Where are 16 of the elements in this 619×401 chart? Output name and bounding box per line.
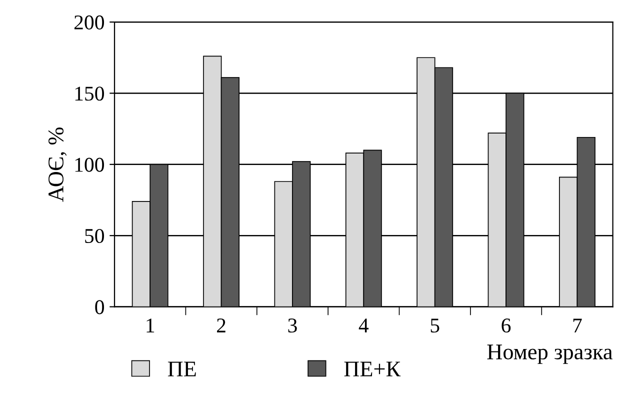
x-tick-label: 7 — [573, 318, 582, 332]
x-tick-label: 4 — [358, 318, 369, 332]
y-axis-title: АОЄ, % — [48, 128, 67, 202]
y-tick-label: 150 — [75, 86, 104, 101]
legend-label: ПЕ — [168, 362, 196, 376]
y-tick-label: 50 — [85, 228, 104, 244]
y-tick-label: 100 — [75, 158, 104, 172]
y-tick-label: 0 — [95, 300, 104, 314]
x-tick-label: 3 — [288, 318, 297, 333]
y-tick-label: 200 — [74, 15, 104, 30]
legend-label: ПЕ+К — [344, 362, 401, 376]
x-tick-label: 2 — [217, 318, 226, 332]
x-tick-label: 5 — [430, 318, 440, 333]
x-axis-title: Номер зразка — [487, 344, 613, 364]
x-tick-label: 1 — [146, 318, 154, 332]
x-tick-label: 6 — [502, 318, 511, 333]
